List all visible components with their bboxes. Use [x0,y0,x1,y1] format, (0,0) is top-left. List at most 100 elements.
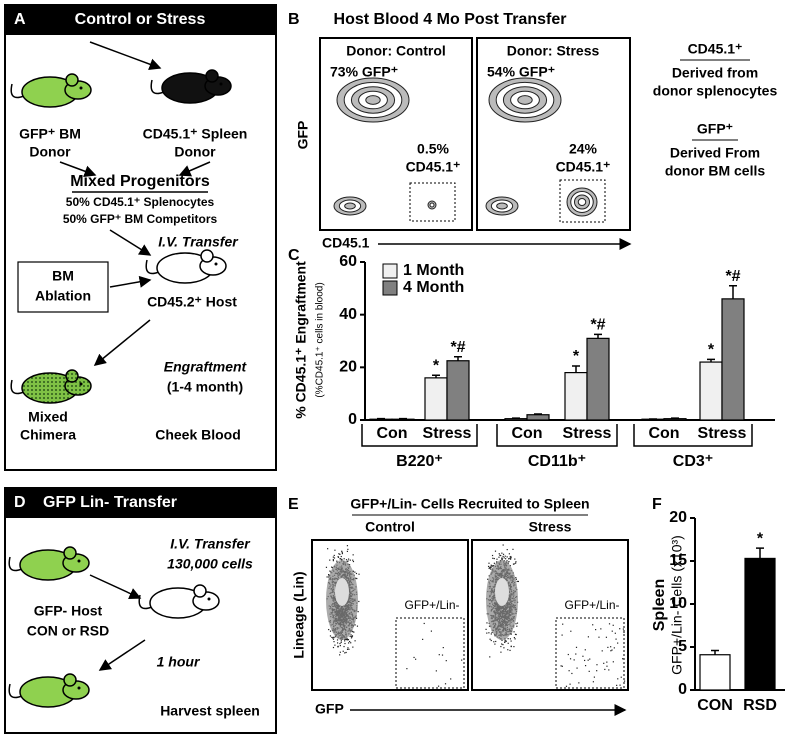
legend-head: CD45.1⁺ [688,41,743,57]
panel-letter: F [652,496,662,513]
event-dot [571,672,573,675]
arrow [59,161,97,177]
bar [586,337,610,421]
mouse-icon [150,69,232,104]
event-dot [345,559,348,561]
x-tick-label: RSD [743,697,777,714]
x-tick-label: Stress [698,425,747,442]
arrow [109,229,152,256]
event-dot [334,636,337,638]
label: Derived from [672,65,758,81]
event-dot [508,560,510,563]
panel-e: E GFP+/Lin- Cells Recruited to Spleen Co… [288,496,629,717]
event-dot [413,656,415,659]
label: donor splenocytes [653,83,778,99]
event-dot [332,560,334,562]
event-dot [353,631,355,633]
plot-frame [471,539,629,691]
event-dot [505,640,507,642]
mouse-eye [207,597,211,601]
event-dot [504,640,507,642]
group-bracket [361,424,478,447]
label: CD45.1⁺ [556,159,611,175]
event-dot [329,630,332,632]
legend-swatch [382,263,398,279]
event-dot [354,624,356,626]
event-dot [339,553,341,555]
error-bar [707,358,715,363]
y-tick-label: 60 [339,253,357,270]
event-dot [347,639,349,641]
event-dot [357,611,359,613]
event-dot [506,560,508,562]
error-bar [377,417,385,420]
event-dot [490,639,492,642]
event-dot [560,665,562,667]
label: I.V. Transfer [158,234,239,250]
event-dot [496,561,498,563]
event-dot [489,656,491,658]
event-dot [576,667,578,669]
event-dot [513,563,515,565]
event-dot [406,668,408,670]
bar [699,654,731,691]
event-dot [423,622,425,625]
event-dot [493,557,495,560]
event-dot [614,632,616,634]
axis-label: Spleen [651,579,668,631]
event-dot [578,682,580,684]
event-dot [501,559,503,561]
event-dot [340,641,342,644]
event-dot [331,636,333,638]
annotation: *# [590,317,605,334]
mouse-ear [65,73,79,87]
event-dot [493,641,495,643]
event-dot [351,635,354,637]
mouse-ear [205,69,219,83]
event-dot [492,557,494,559]
event-dot [575,646,578,648]
error-bar [729,284,737,299]
event-dot [569,683,571,685]
density [335,578,349,606]
gate [409,182,456,222]
event-dot [596,670,598,672]
event-dot [584,665,587,667]
label: CD45.1⁺ Spleen [143,126,248,142]
plot-title: Control [365,519,415,535]
label: Donor [29,144,71,160]
panel-a: A Control or Stress GFP⁺ BM Donor CD45.1… [4,4,277,471]
event-dot [337,556,340,558]
gate [555,617,625,689]
event-dot [488,575,490,577]
event-dot [502,553,505,555]
plot-title: Stress [529,519,572,535]
mouse-tail [8,556,23,572]
panel-letter: A [14,11,26,28]
mouse-tail [8,683,23,699]
y-tick-label: 20 [339,359,357,376]
label: 24% [569,141,598,157]
event-dot [489,568,492,570]
event-dot [507,649,509,651]
event-dot [356,577,358,580]
label: 1 hour [157,654,201,670]
event-dot [346,648,349,651]
event-dot [605,636,608,638]
event-dot [611,649,613,651]
axis-label: CD45.1 [322,235,370,251]
error-bar [454,356,462,361]
event-dot [488,562,490,564]
event-dot [422,638,424,640]
event-dot [509,638,512,640]
event-dot [341,551,343,553]
contour [344,202,356,210]
event-dot [608,623,611,625]
arrow [89,41,162,70]
event-dot [355,572,358,575]
error-bar [671,417,679,419]
y-tick-label: 40 [339,306,357,323]
event-dot [488,567,490,569]
label: Donor [174,144,216,160]
event-dot [561,665,563,667]
